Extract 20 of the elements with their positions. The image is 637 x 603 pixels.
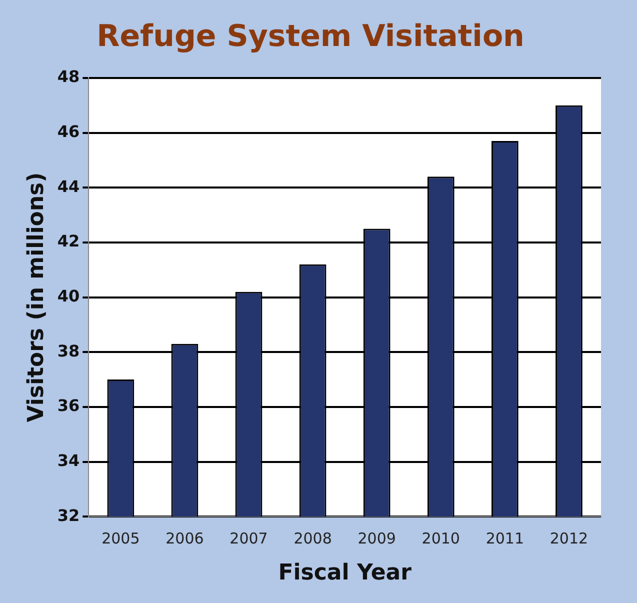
- y-tick-label: 34: [57, 450, 80, 470]
- y-tick-label: 32: [57, 506, 80, 525]
- x-tick-label: 2006: [166, 529, 204, 548]
- y-axis-title: Visitors (in millions): [24, 172, 49, 422]
- y-tick-label: 48: [57, 67, 80, 86]
- x-tick-label: 2010: [422, 529, 460, 548]
- x-tick-label: 2007: [230, 529, 268, 548]
- y-tick-label: 36: [57, 396, 80, 416]
- y-tick-label: 46: [57, 122, 80, 141]
- x-tick-label: 2011: [486, 529, 524, 548]
- x-axis-title: Fiscal Year: [278, 560, 412, 586]
- x-tick-label: 2008: [294, 529, 332, 548]
- x-tick-label: 2012: [550, 529, 588, 548]
- y-tick-label: 42: [57, 232, 80, 251]
- chart-title: Refuge System Visitation: [96, 18, 524, 54]
- x-tick-label: 2009: [358, 529, 396, 548]
- x-tick-label: 2005: [102, 529, 140, 548]
- y-tick-label: 40: [57, 286, 80, 306]
- y-tick-label: 44: [57, 176, 80, 196]
- y-tick-label: 38: [57, 341, 80, 360]
